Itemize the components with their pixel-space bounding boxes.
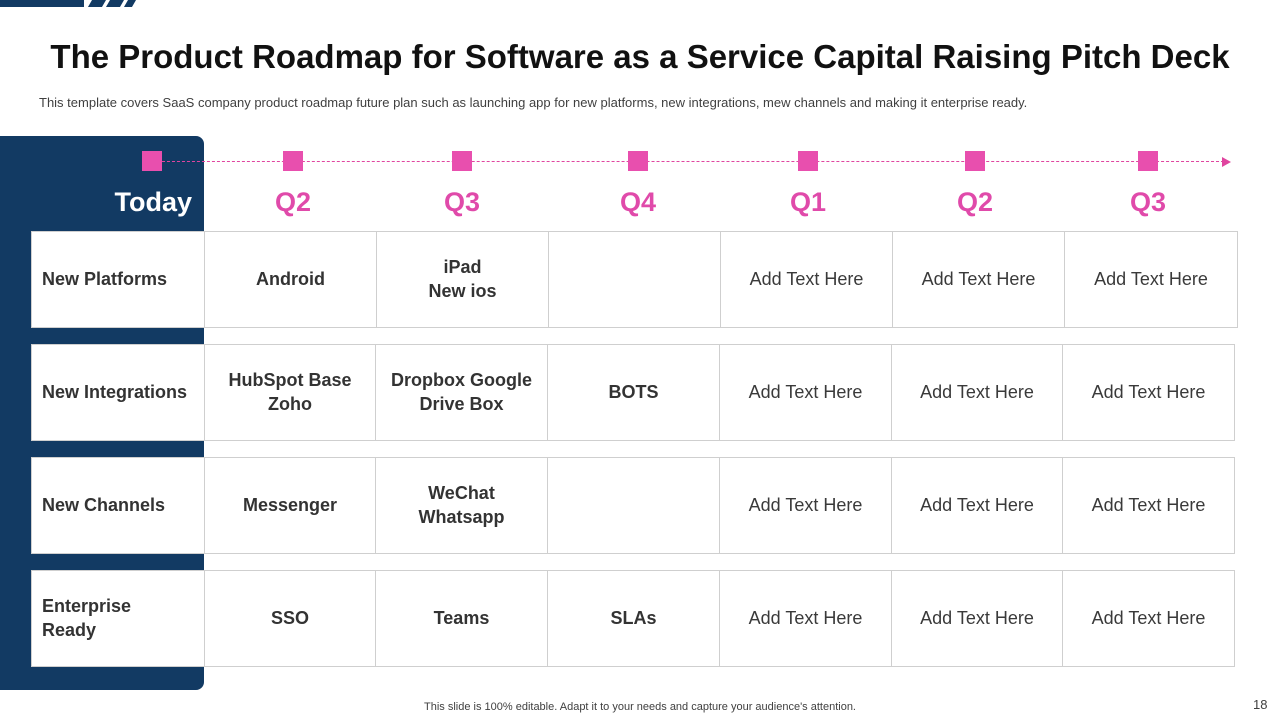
timeline-arrow-icon	[1222, 157, 1231, 167]
roadmap-cell: Dropbox Google Drive Box	[375, 344, 548, 441]
roadmap-cell: SSO	[204, 570, 376, 667]
corner-stripe	[0, 0, 84, 7]
period-label: Q2	[956, 187, 994, 217]
roadmap-cell: Add Text Here	[1062, 570, 1235, 667]
row-label-new-integrations: New Integrations	[31, 344, 204, 441]
timeline-marker	[283, 151, 303, 171]
corner-stripe-accent	[123, 0, 137, 7]
timeline-marker	[1138, 151, 1158, 171]
roadmap-cell: BOTS	[547, 344, 720, 441]
roadmap-cell: Add Text Here	[891, 570, 1063, 667]
roadmap-cell: SLAs	[547, 570, 720, 667]
timeline-marker-today	[142, 151, 162, 171]
corner-stripe-accent	[87, 0, 107, 7]
slide-title: The Product Roadmap for Software as a Se…	[50, 38, 1230, 75]
roadmap-cell: Add Text Here	[719, 570, 892, 667]
roadmap-cell: Messenger	[204, 457, 376, 554]
timeline-marker	[628, 151, 648, 171]
roadmap-cell: Add Text Here	[1064, 231, 1238, 328]
row-label-new-channels: New Channels	[31, 457, 204, 554]
roadmap-cell: Teams	[375, 570, 548, 667]
roadmap-cell: Add Text Here	[719, 344, 892, 441]
period-label: Q1	[789, 187, 827, 217]
row-label-new-platforms: New Platforms	[31, 231, 204, 328]
period-label: Q4	[619, 187, 657, 217]
period-label: Q2	[274, 187, 312, 217]
timeline-marker	[965, 151, 985, 171]
roadmap-cell	[547, 457, 720, 554]
slide-subtitle: This template covers SaaS company produc…	[39, 95, 1028, 110]
footer-note: This slide is 100% editable. Adapt it to…	[424, 701, 856, 713]
roadmap-cell: Add Text Here	[720, 231, 893, 328]
roadmap-cell: Add Text Here	[891, 457, 1063, 554]
timeline-line	[152, 161, 1224, 162]
corner-stripe-accent	[105, 0, 125, 7]
roadmap-cell: iPad New ios	[376, 231, 549, 328]
roadmap-cell: Add Text Here	[719, 457, 892, 554]
roadmap-cell	[548, 231, 721, 328]
row-label-enterprise-ready: Enterprise Ready	[31, 570, 204, 667]
period-label: Q3	[443, 187, 481, 217]
timeline-marker	[452, 151, 472, 171]
roadmap-cell: WeChat Whatsapp	[375, 457, 548, 554]
roadmap-cell: Add Text Here	[1062, 344, 1235, 441]
timeline-marker	[798, 151, 818, 171]
roadmap-cell: Android	[204, 231, 377, 328]
roadmap-cell: Add Text Here	[892, 231, 1065, 328]
roadmap-cell: Add Text Here	[1062, 457, 1235, 554]
roadmap-cell: HubSpot Base Zoho	[204, 344, 376, 441]
roadmap-cell: Add Text Here	[891, 344, 1063, 441]
period-label: Q3	[1129, 187, 1167, 217]
page-number: 18	[1253, 697, 1268, 712]
period-today: Today	[114, 187, 192, 217]
